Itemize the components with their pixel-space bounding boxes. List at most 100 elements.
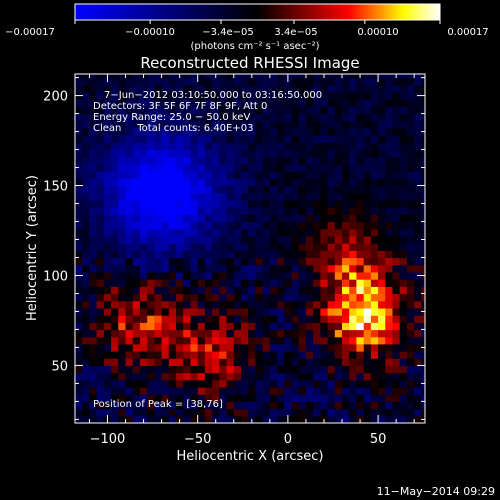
- heatmap-cell: [291, 163, 300, 172]
- heatmap-cell: [313, 214, 321, 223]
- heatmap-cell: [197, 128, 206, 136]
- heatmap-cell: [370, 351, 379, 359]
- heatmap-cell: [392, 92, 401, 100]
- heatmap-cell: [176, 214, 184, 223]
- heatmap-cell: [248, 250, 256, 259]
- heatmap-cell: [248, 322, 256, 331]
- heatmap-cell: [132, 394, 141, 402]
- heatmap-cell: [385, 149, 394, 158]
- heatmap-cell: [334, 192, 343, 201]
- heatmap-cell: [219, 228, 228, 237]
- heatmap-cell: [190, 178, 199, 187]
- heatmap-cell: [154, 408, 163, 417]
- heatmap-cell: [125, 135, 134, 143]
- heatmap-cell: [161, 250, 170, 259]
- heatmap-cell: [139, 84, 148, 93]
- heatmap-cell: [349, 264, 357, 273]
- heatmap-cell: [168, 92, 177, 100]
- heatmap-cell: [421, 408, 425, 417]
- heatmap-cell: [132, 149, 141, 158]
- heatmap-cell: [349, 192, 357, 201]
- heatmap-cell: [284, 264, 293, 273]
- heatmap-cell: [204, 401, 213, 410]
- heatmap-cell: [154, 372, 163, 381]
- heatmap-cell: [139, 156, 148, 165]
- heatmap-cell: [147, 178, 155, 187]
- heatmap-cell: [226, 74, 235, 79]
- heatmap-cell: [277, 322, 285, 331]
- heatmap-cell: [118, 307, 127, 316]
- heatmap-cell: [399, 77, 408, 86]
- heatmap-cell: [370, 228, 379, 237]
- heatmap-cell: [363, 142, 372, 151]
- heatmap-cell: [82, 171, 90, 179]
- heatmap-cell: [407, 387, 415, 395]
- heatmap-cell: [334, 271, 343, 280]
- heatmap-cell: [356, 343, 365, 352]
- heatmap-cell: [125, 264, 134, 273]
- heatmap-cell: [139, 336, 148, 345]
- heatmap-cell: [226, 77, 235, 86]
- heatmap-cell: [378, 235, 386, 244]
- heatmap-cell: [305, 192, 314, 201]
- heatmap-cell: [262, 113, 271, 122]
- heatmap-cell: [212, 379, 220, 388]
- heatmap-cell: [356, 207, 365, 215]
- heatmap-cell: [392, 128, 401, 136]
- heatmap-cell: [190, 149, 199, 158]
- heatmap-cell: [313, 343, 321, 352]
- heatmap-cell: [132, 250, 141, 259]
- heatmap-cell: [190, 322, 199, 331]
- heatmap-cell: [241, 315, 249, 323]
- heatmap-cell: [176, 128, 184, 136]
- heatmap-cell: [363, 351, 372, 359]
- heatmap-cell: [89, 279, 98, 287]
- heatmap-cell: [334, 74, 343, 79]
- heatmap-cell: [154, 163, 163, 172]
- heatmap-cell: [89, 250, 98, 259]
- heatmap-cell: [132, 235, 141, 244]
- heatmap-cell: [241, 192, 249, 201]
- heatmap-cell: [168, 185, 177, 194]
- heatmap-cell: [219, 279, 228, 287]
- heatmap-cell: [89, 171, 98, 179]
- heatmap-cell: [147, 92, 155, 100]
- heatmap-cell: [103, 228, 112, 237]
- heatmap-cell: [255, 351, 264, 359]
- heatmap-cell: [132, 365, 141, 374]
- heatmap-cell: [277, 106, 285, 115]
- heatmap-cell: [334, 408, 343, 417]
- heatmap-cell: [385, 156, 394, 165]
- x-axis-label: Heliocentric X (arcsec): [177, 449, 324, 464]
- heatmap-cell: [378, 387, 386, 395]
- heatmap-cell: [132, 307, 141, 316]
- heatmap-cell: [291, 401, 300, 410]
- heatmap-cell: [103, 178, 112, 187]
- heatmap-cell: [363, 149, 372, 158]
- heatmap-cell: [313, 286, 321, 295]
- heatmap-cell: [262, 77, 271, 86]
- heatmap-cell: [262, 329, 271, 338]
- heatmap-cell: [147, 336, 155, 345]
- heatmap-cell: [277, 394, 285, 402]
- heatmap-cell: [190, 171, 199, 179]
- heatmap-cell: [320, 120, 329, 129]
- heatmap-cell: [291, 257, 300, 266]
- heatmap-cell: [255, 372, 264, 381]
- heatmap-cell: [262, 372, 271, 381]
- heatmap-cell: [161, 156, 170, 165]
- heatmap-cell: [190, 207, 199, 215]
- heatmap-cell: [154, 214, 163, 223]
- heatmap-cell: [103, 99, 112, 107]
- heatmap-cell: [407, 207, 415, 215]
- heatmap-cell: [414, 315, 422, 323]
- heatmap-cell: [219, 156, 228, 165]
- heatmap-cell: [349, 394, 357, 402]
- heatmap-cell: [334, 163, 343, 172]
- heatmap-cell: [96, 329, 105, 338]
- heatmap-cell: [291, 293, 300, 302]
- heatmap-cell: [125, 199, 134, 208]
- heatmap-cell: [82, 113, 90, 122]
- heatmap-cell: [103, 336, 112, 345]
- heatmap-cell: [370, 120, 379, 129]
